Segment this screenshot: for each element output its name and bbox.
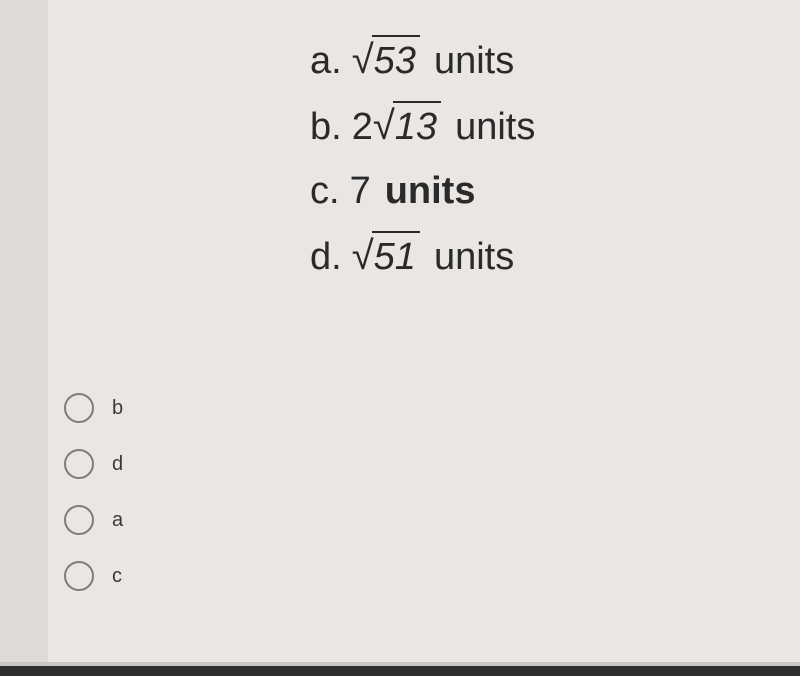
units-label: units bbox=[434, 233, 514, 282]
sqrt-expression: √ 51 bbox=[352, 230, 420, 282]
sqrt-expression: √ 53 bbox=[352, 34, 420, 86]
option-b: b. 2 √ 13 units bbox=[310, 100, 770, 152]
coefficient: 2 bbox=[352, 103, 373, 152]
radicand: 13 bbox=[393, 101, 441, 152]
option-letter: a. bbox=[310, 37, 342, 86]
radio-option-d[interactable]: d bbox=[64, 436, 123, 492]
radicand: 53 bbox=[372, 35, 420, 86]
option-letter: c. bbox=[310, 167, 340, 216]
radio-option-a[interactable]: a bbox=[64, 492, 123, 548]
option-letter: b. bbox=[310, 103, 342, 152]
radical-icon: √ bbox=[373, 100, 395, 152]
units-label: units bbox=[434, 37, 514, 86]
radio-circle-icon bbox=[64, 561, 94, 591]
units-label: units bbox=[455, 103, 535, 152]
radical-icon: √ bbox=[352, 34, 374, 86]
sqrt-expression: √ 13 bbox=[373, 100, 441, 152]
option-letter: d. bbox=[310, 233, 342, 282]
radio-label: c bbox=[112, 565, 122, 588]
radio-circle-icon bbox=[64, 449, 94, 479]
option-c: c. 7 units bbox=[310, 167, 770, 216]
radio-option-c[interactable]: c bbox=[64, 548, 123, 604]
sidebar-strip bbox=[0, 0, 48, 676]
radio-circle-icon bbox=[64, 505, 94, 535]
radio-label: d bbox=[112, 453, 123, 476]
radio-option-b[interactable]: b bbox=[64, 380, 123, 436]
option-a: a. √ 53 units bbox=[310, 34, 770, 86]
radio-label: b bbox=[112, 397, 123, 420]
radical-icon: √ bbox=[352, 230, 374, 282]
option-d: d. √ 51 units bbox=[310, 230, 770, 282]
radio-group: b d a c bbox=[64, 380, 123, 604]
bottom-bar bbox=[0, 666, 800, 676]
plain-value: 7 bbox=[350, 167, 371, 216]
radicand: 51 bbox=[372, 231, 420, 282]
answer-options: a. √ 53 units b. 2 √ 13 units c. 7 units… bbox=[310, 34, 770, 297]
radio-label: a bbox=[112, 509, 123, 532]
radio-circle-icon bbox=[64, 393, 94, 423]
units-label: units bbox=[385, 167, 476, 216]
